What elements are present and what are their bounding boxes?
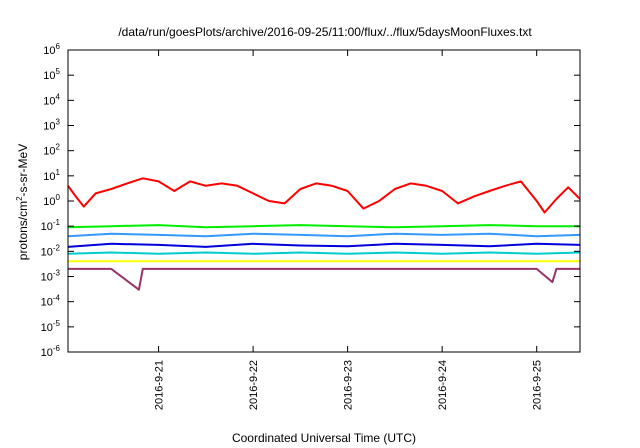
x-tick-label: 2016-9-25 bbox=[532, 360, 544, 410]
y-tick-exponent: 3 bbox=[56, 118, 61, 127]
x-axis-title: Coordinated Universal Time (UTC) bbox=[232, 431, 416, 445]
y-tick-exponent: 4 bbox=[56, 92, 61, 101]
plot-frame bbox=[67, 49, 581, 353]
y-tick-exponent: 6 bbox=[56, 42, 61, 51]
series-line-1 bbox=[67, 177, 581, 214]
y-tick-exponent: -4 bbox=[53, 294, 61, 303]
y-tick-base: 10 bbox=[41, 272, 53, 284]
y-tick-label: 10-4 bbox=[41, 294, 61, 309]
y-axis-title-superscript: 2 bbox=[15, 196, 24, 201]
y-tick-label: 101 bbox=[43, 168, 60, 183]
x-tick-label: 2016-9-24 bbox=[437, 360, 449, 410]
y-tick-base: 10 bbox=[43, 45, 55, 57]
y-tick-exponent: 1 bbox=[56, 168, 61, 177]
y-tick-label: 102 bbox=[43, 143, 60, 158]
y-tick-label: 106 bbox=[43, 42, 60, 57]
chart-title: /data/run/goesPlots/archive/2016-09-25/1… bbox=[118, 25, 532, 39]
y-tick-label: 103 bbox=[43, 118, 60, 133]
y-tick-label: 104 bbox=[43, 92, 60, 107]
y-tick-base: 10 bbox=[41, 347, 53, 359]
y-tick-base: 10 bbox=[41, 297, 53, 309]
x-tick-label: 2016-9-21 bbox=[154, 360, 166, 410]
y-tick-label: 10-5 bbox=[41, 319, 61, 334]
y-tick-label: 10-2 bbox=[41, 243, 61, 258]
series-layer bbox=[67, 177, 581, 291]
y-axis-title-main: protons/cm bbox=[16, 201, 30, 260]
y-tick-label: 100 bbox=[43, 193, 60, 208]
y-tick-label: 10-6 bbox=[41, 344, 61, 359]
series-line-3 bbox=[67, 232, 581, 238]
y-tick-exponent: -6 bbox=[53, 344, 61, 353]
series-line-2 bbox=[67, 224, 580, 229]
y-tick-exponent: 0 bbox=[56, 193, 61, 202]
y-tick-base: 10 bbox=[41, 246, 53, 258]
y-tick-base: 10 bbox=[41, 322, 53, 334]
y-tick-label: 10-1 bbox=[41, 218, 61, 233]
y-tick-exponent: -2 bbox=[53, 243, 61, 252]
y-tick-base: 10 bbox=[43, 146, 55, 158]
y-tick-label: 105 bbox=[43, 67, 60, 82]
y-tick-base: 10 bbox=[43, 196, 55, 208]
y-tick-base: 10 bbox=[41, 221, 53, 233]
y-tick-exponent: -5 bbox=[53, 319, 61, 328]
y-axis-ticks: 10-610-510-410-310-210-11001011021031041… bbox=[41, 42, 580, 359]
y-tick-base: 10 bbox=[43, 121, 55, 133]
y-tick-exponent: -3 bbox=[53, 269, 61, 278]
svg-text:protons/cm2-s-sr-MeV: protons/cm2-s-sr-MeV bbox=[15, 144, 30, 260]
y-tick-label: 10-3 bbox=[41, 269, 61, 284]
y-axis-title: protons/cm2-s-sr-MeV bbox=[15, 144, 30, 260]
y-tick-base: 10 bbox=[43, 95, 55, 107]
y-tick-base: 10 bbox=[43, 70, 55, 82]
series-line-7 bbox=[68, 267, 580, 291]
series-line-5 bbox=[67, 251, 581, 255]
y-tick-exponent: -1 bbox=[53, 218, 61, 227]
y-tick-base: 10 bbox=[43, 171, 55, 183]
y-tick-exponent: 2 bbox=[56, 143, 61, 152]
y-tick-exponent: 5 bbox=[56, 67, 61, 76]
series-line-4 bbox=[67, 242, 581, 248]
y-axis-title-suffix: -s-sr-MeV bbox=[16, 144, 30, 197]
x-tick-label: 2016-9-23 bbox=[343, 360, 355, 410]
x-tick-label: 2016-9-22 bbox=[248, 360, 260, 410]
x-axis-ticks: 2016-9-21 2016-9-22 2016-9-23 2016-9-24 2016… bbox=[154, 50, 544, 410]
